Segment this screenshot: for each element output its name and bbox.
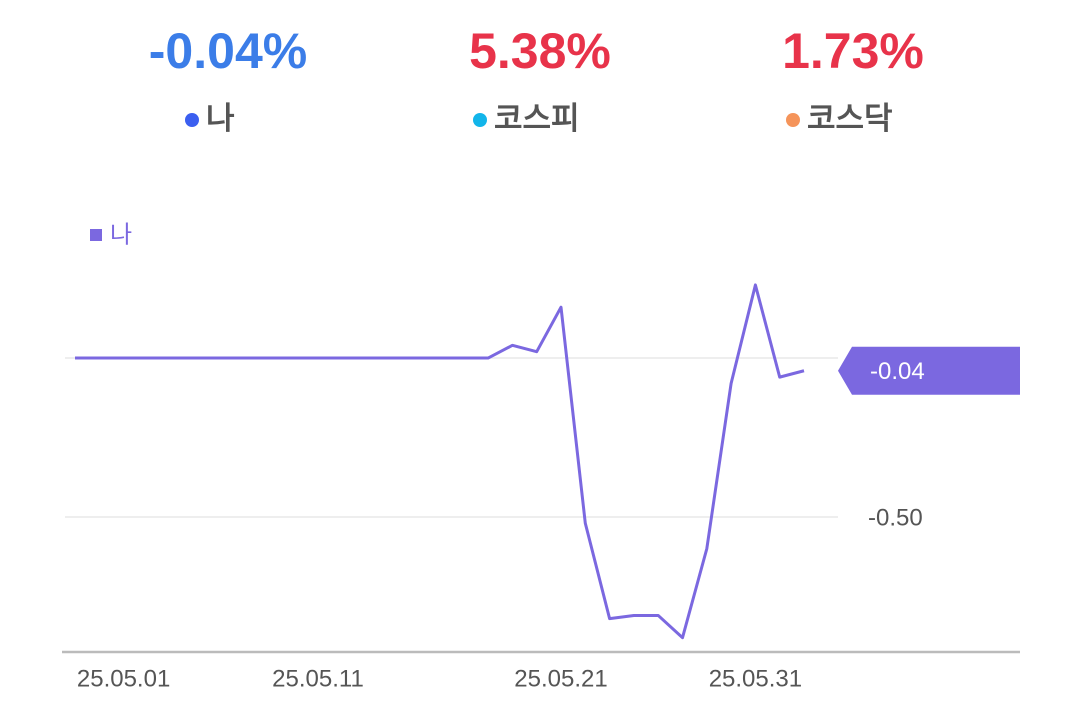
legend-swatch xyxy=(90,229,102,241)
stat-value: -0.04% xyxy=(149,23,307,79)
legend-dot xyxy=(185,113,199,127)
x-tick-label: 25.05.11 xyxy=(272,665,364,692)
legend-dot xyxy=(473,113,487,127)
legend-dot xyxy=(786,113,800,127)
last-value-label: -0.04 xyxy=(870,358,925,385)
line xyxy=(75,283,805,640)
stat-value: 5.38% xyxy=(469,23,611,79)
legend-label: 나 xyxy=(110,221,132,248)
x-tick-label: 25.05.21 xyxy=(514,665,607,692)
x-tick-label: 25.05.01 xyxy=(77,665,170,692)
stat-label: 코스닥 xyxy=(807,101,893,136)
last-value-tag xyxy=(838,346,1020,395)
x-tick-label: 25.05.31 xyxy=(709,665,802,692)
stat-label: 나 xyxy=(206,101,235,136)
stat-value: 1.73% xyxy=(782,23,924,79)
stat-label: 코스피 xyxy=(494,101,580,136)
y-tick-label: -0.50 xyxy=(868,504,923,531)
